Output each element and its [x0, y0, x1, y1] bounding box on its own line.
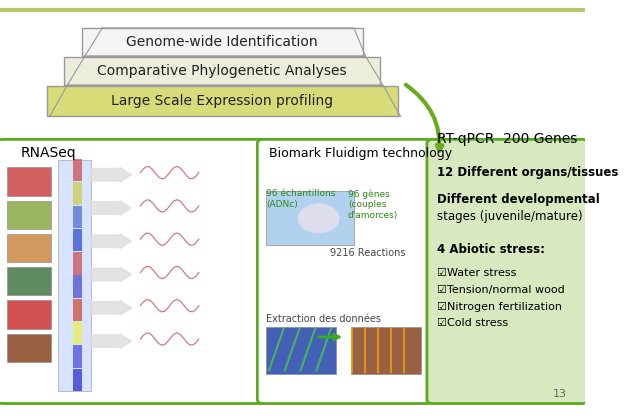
Text: ☑Cold stress: ☑Cold stress	[437, 318, 508, 328]
FancyBboxPatch shape	[64, 57, 380, 85]
Text: Biomark Fluidigm technology: Biomark Fluidigm technology	[269, 147, 452, 160]
FancyBboxPatch shape	[73, 206, 82, 228]
Text: ☑Nitrogen fertilization: ☑Nitrogen fertilization	[437, 302, 562, 312]
FancyArrow shape	[90, 167, 131, 182]
Text: Large Scale Expression profiling: Large Scale Expression profiling	[111, 94, 333, 108]
FancyBboxPatch shape	[73, 182, 82, 205]
FancyBboxPatch shape	[73, 299, 82, 321]
FancyArrow shape	[90, 334, 131, 349]
Text: ☑Water stress: ☑Water stress	[437, 268, 517, 278]
FancyBboxPatch shape	[73, 252, 82, 275]
FancyBboxPatch shape	[73, 322, 82, 344]
FancyBboxPatch shape	[82, 28, 363, 56]
Text: 96 gènes
(couples
d'amorces): 96 gènes (couples d'amorces)	[348, 189, 398, 220]
FancyBboxPatch shape	[58, 160, 90, 391]
FancyBboxPatch shape	[73, 229, 82, 251]
Text: RNASeq: RNASeq	[21, 146, 76, 160]
FancyBboxPatch shape	[351, 327, 421, 374]
Text: Comparative Phylogenetic Analyses: Comparative Phylogenetic Analyses	[97, 64, 347, 78]
Text: 13: 13	[553, 389, 567, 399]
FancyBboxPatch shape	[0, 139, 266, 404]
FancyBboxPatch shape	[266, 191, 354, 245]
FancyArrow shape	[90, 201, 131, 215]
FancyBboxPatch shape	[257, 139, 433, 404]
FancyBboxPatch shape	[73, 159, 82, 181]
FancyBboxPatch shape	[427, 139, 588, 404]
FancyBboxPatch shape	[7, 300, 51, 329]
Text: 9216 Reactions: 9216 Reactions	[330, 248, 406, 258]
FancyBboxPatch shape	[7, 267, 51, 295]
FancyBboxPatch shape	[73, 369, 82, 391]
FancyBboxPatch shape	[7, 334, 51, 362]
FancyBboxPatch shape	[7, 167, 51, 196]
FancyBboxPatch shape	[73, 345, 82, 368]
FancyBboxPatch shape	[7, 201, 51, 229]
Text: Extraction des données: Extraction des données	[266, 314, 381, 324]
FancyArrow shape	[90, 234, 131, 248]
Circle shape	[298, 204, 339, 233]
Text: RT-qPCR  200 Genes: RT-qPCR 200 Genes	[437, 131, 578, 146]
FancyArrow shape	[90, 300, 131, 315]
Text: 96 échantillons
(ADNc): 96 échantillons (ADNc)	[266, 189, 335, 209]
FancyArrow shape	[90, 267, 131, 282]
Text: 12 Different organs/tissues: 12 Different organs/tissues	[437, 166, 619, 179]
Text: Genome-wide Identification: Genome-wide Identification	[126, 35, 318, 49]
FancyBboxPatch shape	[266, 327, 337, 374]
Text: 4 Abiotic stress:: 4 Abiotic stress:	[437, 243, 545, 256]
FancyBboxPatch shape	[47, 86, 397, 116]
Text: stages (juvenile/mature): stages (juvenile/mature)	[437, 210, 583, 223]
Text: ☑Tension/normal wood: ☑Tension/normal wood	[437, 285, 565, 295]
Text: Different developmental: Different developmental	[437, 193, 600, 206]
FancyBboxPatch shape	[7, 234, 51, 262]
FancyBboxPatch shape	[73, 275, 82, 298]
